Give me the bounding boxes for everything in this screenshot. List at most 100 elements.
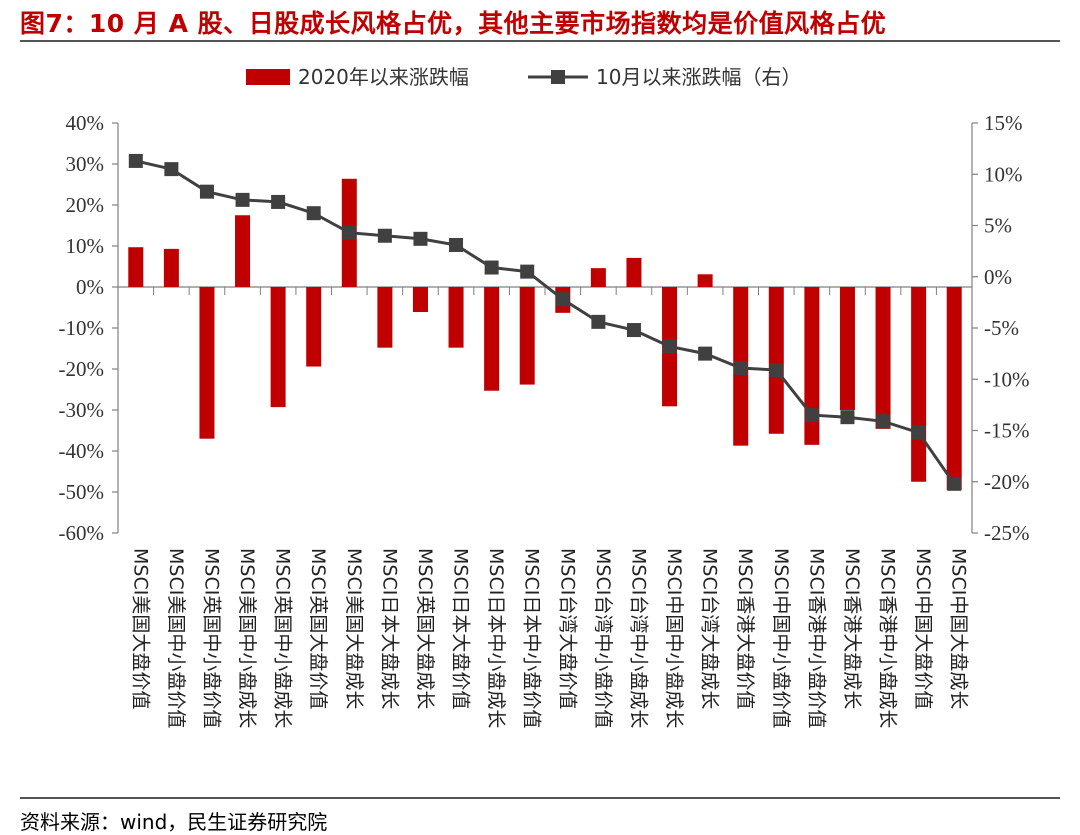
bar	[946, 287, 962, 490]
bar	[697, 274, 713, 287]
left-tick-label: -40%	[59, 439, 105, 463]
category-label: MSCI英国中小盘价值	[200, 548, 222, 728]
legend-swatch-bar	[246, 69, 290, 85]
category-label: MSCI日本中小盘价值	[521, 548, 543, 728]
right-tick-label: 10%	[984, 162, 1023, 186]
right-tick-label: -20%	[984, 470, 1030, 494]
category-label: MSCI台湾中小盘成长	[627, 548, 649, 728]
category-label: MSCI中国中小盘成长	[663, 548, 685, 728]
category-label: MSCI美国中小盘价值	[165, 548, 187, 728]
line-point	[199, 184, 214, 199]
left-tick-label: -10%	[59, 316, 105, 340]
bar	[626, 257, 642, 287]
line-path	[135, 159, 956, 485]
line-point	[804, 408, 819, 423]
bar	[768, 287, 784, 434]
bar	[911, 287, 927, 482]
legend-label-bar: 2020年以来涨跌幅	[298, 65, 469, 89]
footer-divider	[20, 797, 1060, 799]
right-tick-label: 0%	[984, 265, 1012, 289]
axes: 40% 30% 20% 10% 0% -10% -20% -30% -40% -50% -60% 15…	[59, 111, 1030, 545]
line-point	[164, 162, 179, 177]
category-label: MSCI日本中小盘成长	[485, 548, 507, 728]
chart-title: 图7：10 月 A 股、日股成长风格占优，其他主要市场指数均是价值风格占优	[20, 9, 887, 38]
line-point	[520, 264, 535, 279]
line-point	[377, 228, 392, 243]
bar	[306, 287, 322, 367]
left-tick-label: 20%	[66, 193, 105, 217]
title-divider	[20, 40, 1060, 42]
line-point	[128, 153, 143, 168]
line-point	[662, 339, 677, 354]
line-point	[413, 231, 428, 246]
category-labels: MSCI美国大盘价值 MSCI美国中小盘价值 MSCI英国中小盘价值 MSCI美国中小…	[129, 548, 969, 728]
bar	[484, 287, 500, 391]
category-label: MSCI香港大盘价值	[734, 548, 756, 709]
line-point	[698, 346, 713, 361]
line-point	[449, 237, 464, 252]
source-note: 资料来源：wind，民生证券研究院	[20, 810, 328, 834]
right-tick-label: -5%	[984, 316, 1019, 340]
line-point	[271, 194, 286, 209]
category-label: MSCI中国中小盘价值	[770, 548, 792, 728]
line-point	[626, 323, 641, 338]
bar	[270, 287, 286, 408]
right-tick-label: 15%	[984, 111, 1023, 135]
left-tick-label: -30%	[59, 398, 105, 422]
bar	[839, 287, 855, 410]
right-tick-label: -10%	[984, 367, 1030, 391]
category-label: MSCI美国大盘价值	[129, 548, 151, 709]
bar	[235, 215, 251, 287]
category-label: MSCI台湾中小盘价值	[592, 548, 614, 728]
legend: 2020年以来涨跌幅 10月以来涨跌幅（右）	[246, 65, 801, 89]
category-label: MSCI英国大盘价值	[307, 548, 329, 709]
left-tick-label: -50%	[59, 480, 105, 504]
right-tick-label: 5%	[984, 214, 1012, 238]
left-tick-label: 0%	[76, 275, 104, 299]
legend-label-line: 10月以来涨跌幅（右）	[596, 65, 801, 89]
bar	[875, 287, 891, 429]
bar	[128, 247, 144, 287]
chart: 2020年以来涨跌幅 10月以来涨跌幅（右） 40% 30% 20% 10% 0% -10%…	[59, 65, 1030, 728]
line-point	[840, 410, 855, 425]
bar	[590, 268, 606, 287]
bar	[448, 287, 464, 348]
category-label: MSCI日本大盘成长	[378, 548, 400, 709]
category-label: MSCI台湾大盘价值	[556, 548, 578, 709]
left-tick-label: 10%	[66, 234, 105, 258]
line-point	[555, 292, 570, 307]
line-point	[306, 206, 321, 221]
category-label: MSCI英国大盘成长	[414, 548, 436, 709]
category-label: MSCI香港大盘成长	[841, 548, 863, 709]
bar-series	[128, 178, 962, 490]
line-point	[591, 314, 606, 329]
bar	[412, 287, 428, 313]
line-point	[342, 225, 357, 240]
category-label: MSCI日本大盘价值	[450, 548, 472, 709]
line-point	[947, 476, 962, 491]
line-point	[235, 192, 250, 207]
left-tick-label: 40%	[66, 111, 105, 135]
right-tick-label: -25%	[984, 521, 1030, 545]
line-point	[876, 414, 891, 429]
line-point	[733, 360, 748, 375]
category-label: MSCI中国大盘价值	[912, 548, 934, 709]
left-tick-label: 30%	[66, 152, 105, 176]
left-tick-label: -20%	[59, 357, 105, 381]
left-tick-label: -60%	[59, 521, 105, 545]
legend-swatch-marker	[551, 70, 565, 84]
bar	[804, 287, 820, 445]
bar	[199, 287, 215, 439]
category-label: MSCI英国中小盘成长	[272, 548, 294, 728]
line-point	[484, 260, 499, 275]
bar	[519, 287, 535, 385]
bar	[377, 287, 393, 348]
right-tick-label: -15%	[984, 419, 1030, 443]
category-label: MSCI香港中小盘价值	[805, 548, 827, 728]
category-label: MSCI美国大盘成长	[343, 548, 365, 709]
bar	[163, 248, 179, 287]
category-label: MSCI台湾大盘成长	[699, 548, 721, 709]
category-label: MSCI香港中小盘成长	[877, 548, 899, 728]
line-point	[911, 425, 926, 440]
line-series	[128, 153, 962, 491]
